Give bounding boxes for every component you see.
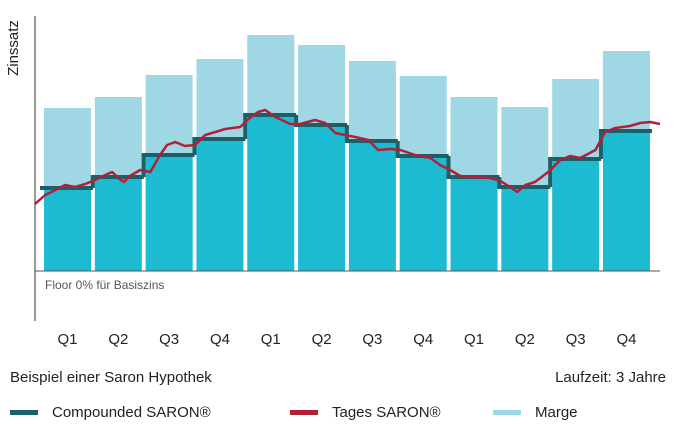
bar (44, 188, 92, 271)
x-tick-label: Q1 (464, 331, 484, 348)
bar (501, 187, 549, 271)
bar (602, 131, 650, 271)
x-tick-label: Q3 (362, 331, 382, 348)
bar (247, 35, 295, 115)
x-tick-label: Q2 (312, 331, 332, 348)
bar (196, 59, 244, 139)
x-tick-label: Q1 (58, 331, 78, 348)
legend-swatch (493, 410, 521, 415)
bar (399, 76, 447, 156)
bar (94, 177, 142, 271)
floor-annotation: Floor 0% für Basiszins (45, 278, 164, 292)
legend-swatch (10, 410, 38, 415)
footer-left: Beispiel einer Saron Hypothek (10, 369, 212, 386)
y-axis-label: Zinssatz (5, 20, 22, 76)
bar (247, 115, 295, 271)
legend-label: Marge (535, 404, 578, 421)
bar (298, 45, 346, 125)
bar (552, 79, 600, 159)
bar (348, 61, 396, 141)
bar (298, 125, 346, 271)
x-tick-label: Q4 (210, 331, 230, 348)
bar (552, 159, 600, 271)
x-tick-label: Q3 (159, 331, 179, 348)
footer-right: Laufzeit: 3 Jahre (555, 369, 666, 386)
x-tick-label: Q1 (261, 331, 281, 348)
bar (399, 156, 447, 271)
bar (94, 97, 142, 177)
legend-swatch (290, 410, 318, 415)
bar (602, 51, 650, 131)
line (34, 108, 661, 205)
bar (501, 107, 549, 187)
bar (145, 155, 193, 271)
x-tick-label: Q4 (616, 331, 636, 348)
bar (196, 139, 244, 271)
x-tick-label: Q2 (515, 331, 535, 348)
x-tick-label: Q3 (566, 331, 586, 348)
bar (450, 97, 498, 177)
legend-label: Tages SARON® (332, 404, 441, 421)
x-tick-label: Q4 (413, 331, 433, 348)
legend-label: Compounded SARON® (52, 404, 211, 421)
bar (450, 177, 498, 271)
bar (348, 141, 396, 271)
x-tick-label: Q2 (108, 331, 128, 348)
bar (145, 75, 193, 155)
bar (44, 108, 92, 188)
